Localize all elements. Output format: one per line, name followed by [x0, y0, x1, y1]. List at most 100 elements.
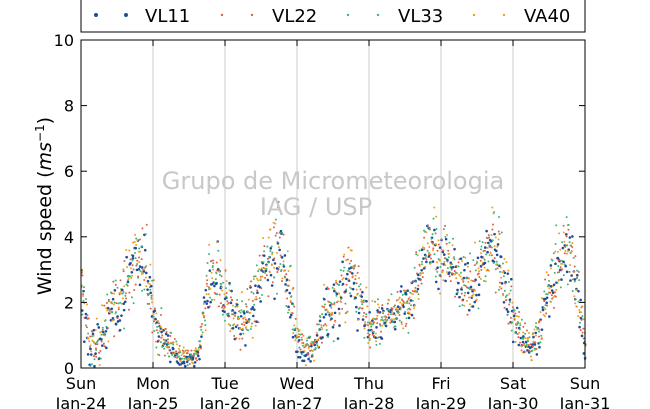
- data-point-vl22: [377, 311, 380, 314]
- data-point-vl22: [228, 315, 231, 318]
- data-point-vl22: [580, 318, 583, 321]
- data-point-va40: [401, 303, 404, 306]
- data-point-vl33: [186, 364, 189, 367]
- data-point-va40: [372, 317, 375, 320]
- data-point-va40: [577, 315, 580, 318]
- data-point-vl22: [235, 337, 238, 340]
- data-point-vl11: [400, 285, 403, 288]
- data-point-vl33: [103, 332, 106, 335]
- data-point-vl22: [385, 316, 388, 319]
- data-point-vl33: [398, 319, 401, 322]
- data-point-vl33: [510, 329, 513, 332]
- data-point-vl33: [540, 334, 543, 337]
- data-point-va40: [334, 320, 337, 323]
- data-point-va40: [444, 264, 447, 267]
- data-point-vl33: [250, 291, 253, 294]
- data-point-vl11: [361, 290, 364, 294]
- data-point-vl33: [579, 321, 582, 324]
- data-point-va40: [519, 322, 522, 325]
- data-point-vl22: [494, 291, 497, 294]
- data-point-vl22: [286, 297, 289, 300]
- data-point-vl33: [573, 280, 576, 283]
- data-point-vl22: [279, 254, 282, 257]
- data-point-vl11: [284, 283, 287, 286]
- data-point-va40: [328, 311, 331, 314]
- data-point-va40: [346, 310, 349, 313]
- data-point-va40: [494, 236, 497, 239]
- data-point-vl11: [215, 281, 218, 285]
- data-point-vl11: [125, 255, 129, 259]
- data-point-vl22: [571, 246, 574, 249]
- data-point-vl33: [334, 291, 337, 294]
- data-point-va40: [456, 272, 459, 275]
- data-point-vl22: [359, 288, 362, 291]
- data-point-vl22: [163, 354, 166, 357]
- data-point-vl33: [434, 275, 437, 278]
- data-point-vl22: [324, 323, 327, 326]
- data-point-vl11: [313, 343, 317, 347]
- data-point-vl33: [309, 335, 312, 338]
- data-point-va40: [552, 296, 555, 299]
- data-point-vl33: [175, 340, 178, 343]
- data-point-va40: [470, 279, 473, 282]
- data-point-vl22: [196, 359, 199, 362]
- data-point-vl22: [190, 349, 193, 352]
- data-point-vl11: [331, 325, 335, 329]
- data-point-va40: [342, 276, 345, 279]
- data-point-vl22: [473, 264, 476, 267]
- data-point-vl11: [436, 266, 439, 269]
- data-point-vl11: [458, 295, 461, 299]
- data-point-vl33: [317, 323, 320, 326]
- data-point-vl11: [154, 317, 157, 321]
- data-point-vl22: [381, 304, 384, 307]
- data-point-va40: [377, 303, 380, 306]
- data-point-vl22: [529, 343, 532, 346]
- data-point-vl33: [349, 292, 352, 295]
- data-point-vl33: [358, 285, 361, 288]
- data-point-vl22: [391, 307, 394, 310]
- data-point-vl22: [95, 355, 98, 358]
- data-point-vl11: [554, 262, 557, 266]
- data-point-vl11: [296, 350, 299, 353]
- data-point-vl22: [537, 335, 540, 338]
- y-tick-label: 2: [64, 293, 74, 312]
- data-point-va40: [279, 211, 282, 214]
- data-point-vl11: [349, 294, 353, 298]
- data-point-vl33: [247, 329, 250, 332]
- data-point-va40: [216, 241, 219, 244]
- data-point-vl22: [166, 338, 169, 341]
- data-point-vl33: [306, 342, 309, 345]
- data-point-va40: [432, 243, 435, 246]
- data-point-vl33: [140, 245, 143, 248]
- data-point-vl33: [380, 316, 383, 319]
- data-point-vl22: [87, 317, 90, 320]
- data-point-vl22: [400, 321, 403, 324]
- data-point-vl22: [573, 265, 576, 268]
- data-point-vl22: [135, 264, 138, 267]
- data-point-vl22: [123, 259, 126, 262]
- data-point-vl33: [348, 262, 351, 265]
- data-point-vl22: [223, 305, 226, 308]
- watermark: Grupo de Micrometeorologia IAG / USP: [162, 167, 504, 221]
- data-point-va40: [203, 314, 206, 317]
- data-point-va40: [467, 280, 470, 283]
- data-point-vl33: [578, 279, 581, 282]
- data-point-vl11: [463, 268, 466, 272]
- data-point-vl22: [285, 273, 288, 276]
- data-point-vl11: [209, 300, 212, 304]
- data-point-va40: [237, 317, 240, 320]
- data-point-va40: [573, 295, 576, 298]
- data-point-vl11: [485, 229, 488, 233]
- data-point-vl11: [550, 289, 554, 292]
- data-point-va40: [343, 253, 346, 256]
- data-point-vl22: [386, 302, 389, 305]
- data-point-va40: [563, 240, 566, 243]
- data-point-vl11: [453, 247, 456, 251]
- data-point-vl11: [506, 272, 510, 275]
- data-point-vl22: [256, 289, 259, 292]
- data-point-vl33: [519, 324, 522, 327]
- data-point-vl11: [160, 330, 163, 334]
- data-point-vl22: [516, 333, 519, 336]
- data-point-vl33: [113, 301, 116, 304]
